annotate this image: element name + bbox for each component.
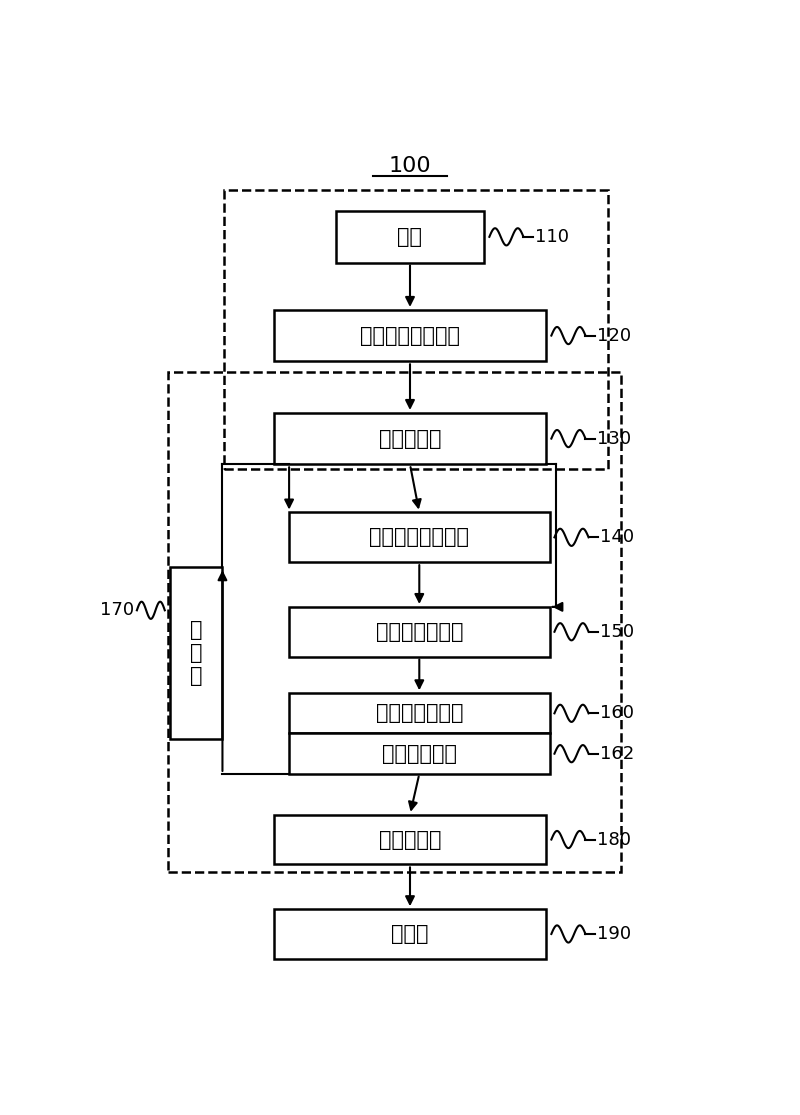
Bar [274, 310, 546, 361]
Text: 压力检测传感器部: 压力检测传感器部 [360, 326, 460, 346]
Text: 贮
藏
部: 贮 藏 部 [190, 620, 202, 687]
Text: 130: 130 [597, 429, 630, 447]
Bar [289, 734, 550, 774]
Bar [289, 513, 550, 562]
Text: 120: 120 [597, 327, 630, 345]
Bar [170, 568, 222, 739]
Text: 脉波提取部: 脉波提取部 [378, 428, 442, 448]
Bar [274, 909, 546, 959]
Text: 110: 110 [534, 227, 569, 245]
Text: 脉波图像生成部: 脉波图像生成部 [375, 704, 463, 724]
Bar [168, 372, 621, 872]
Text: 脉波振幅检测部: 脉波振幅检测部 [375, 622, 463, 642]
Text: 170: 170 [100, 601, 134, 619]
Bar [274, 815, 546, 864]
Bar [289, 607, 550, 657]
Text: 140: 140 [600, 529, 634, 546]
Text: 显示部: 显示部 [391, 924, 429, 944]
Text: 180: 180 [597, 831, 630, 849]
Bar [336, 211, 485, 262]
Text: 190: 190 [597, 925, 630, 943]
Bar [224, 190, 608, 468]
Text: 160: 160 [600, 705, 634, 723]
Text: 100: 100 [389, 156, 431, 175]
Bar [289, 694, 550, 734]
Text: 150: 150 [600, 623, 634, 641]
Text: 种类分类模块: 种类分类模块 [382, 744, 457, 764]
Bar [274, 413, 546, 464]
Text: 脉波信号规范化部: 脉波信号规范化部 [370, 527, 470, 547]
Text: 162: 162 [600, 745, 634, 763]
Text: 个体识别部: 个体识别部 [378, 830, 442, 850]
Text: 袖带: 袖带 [398, 226, 422, 246]
